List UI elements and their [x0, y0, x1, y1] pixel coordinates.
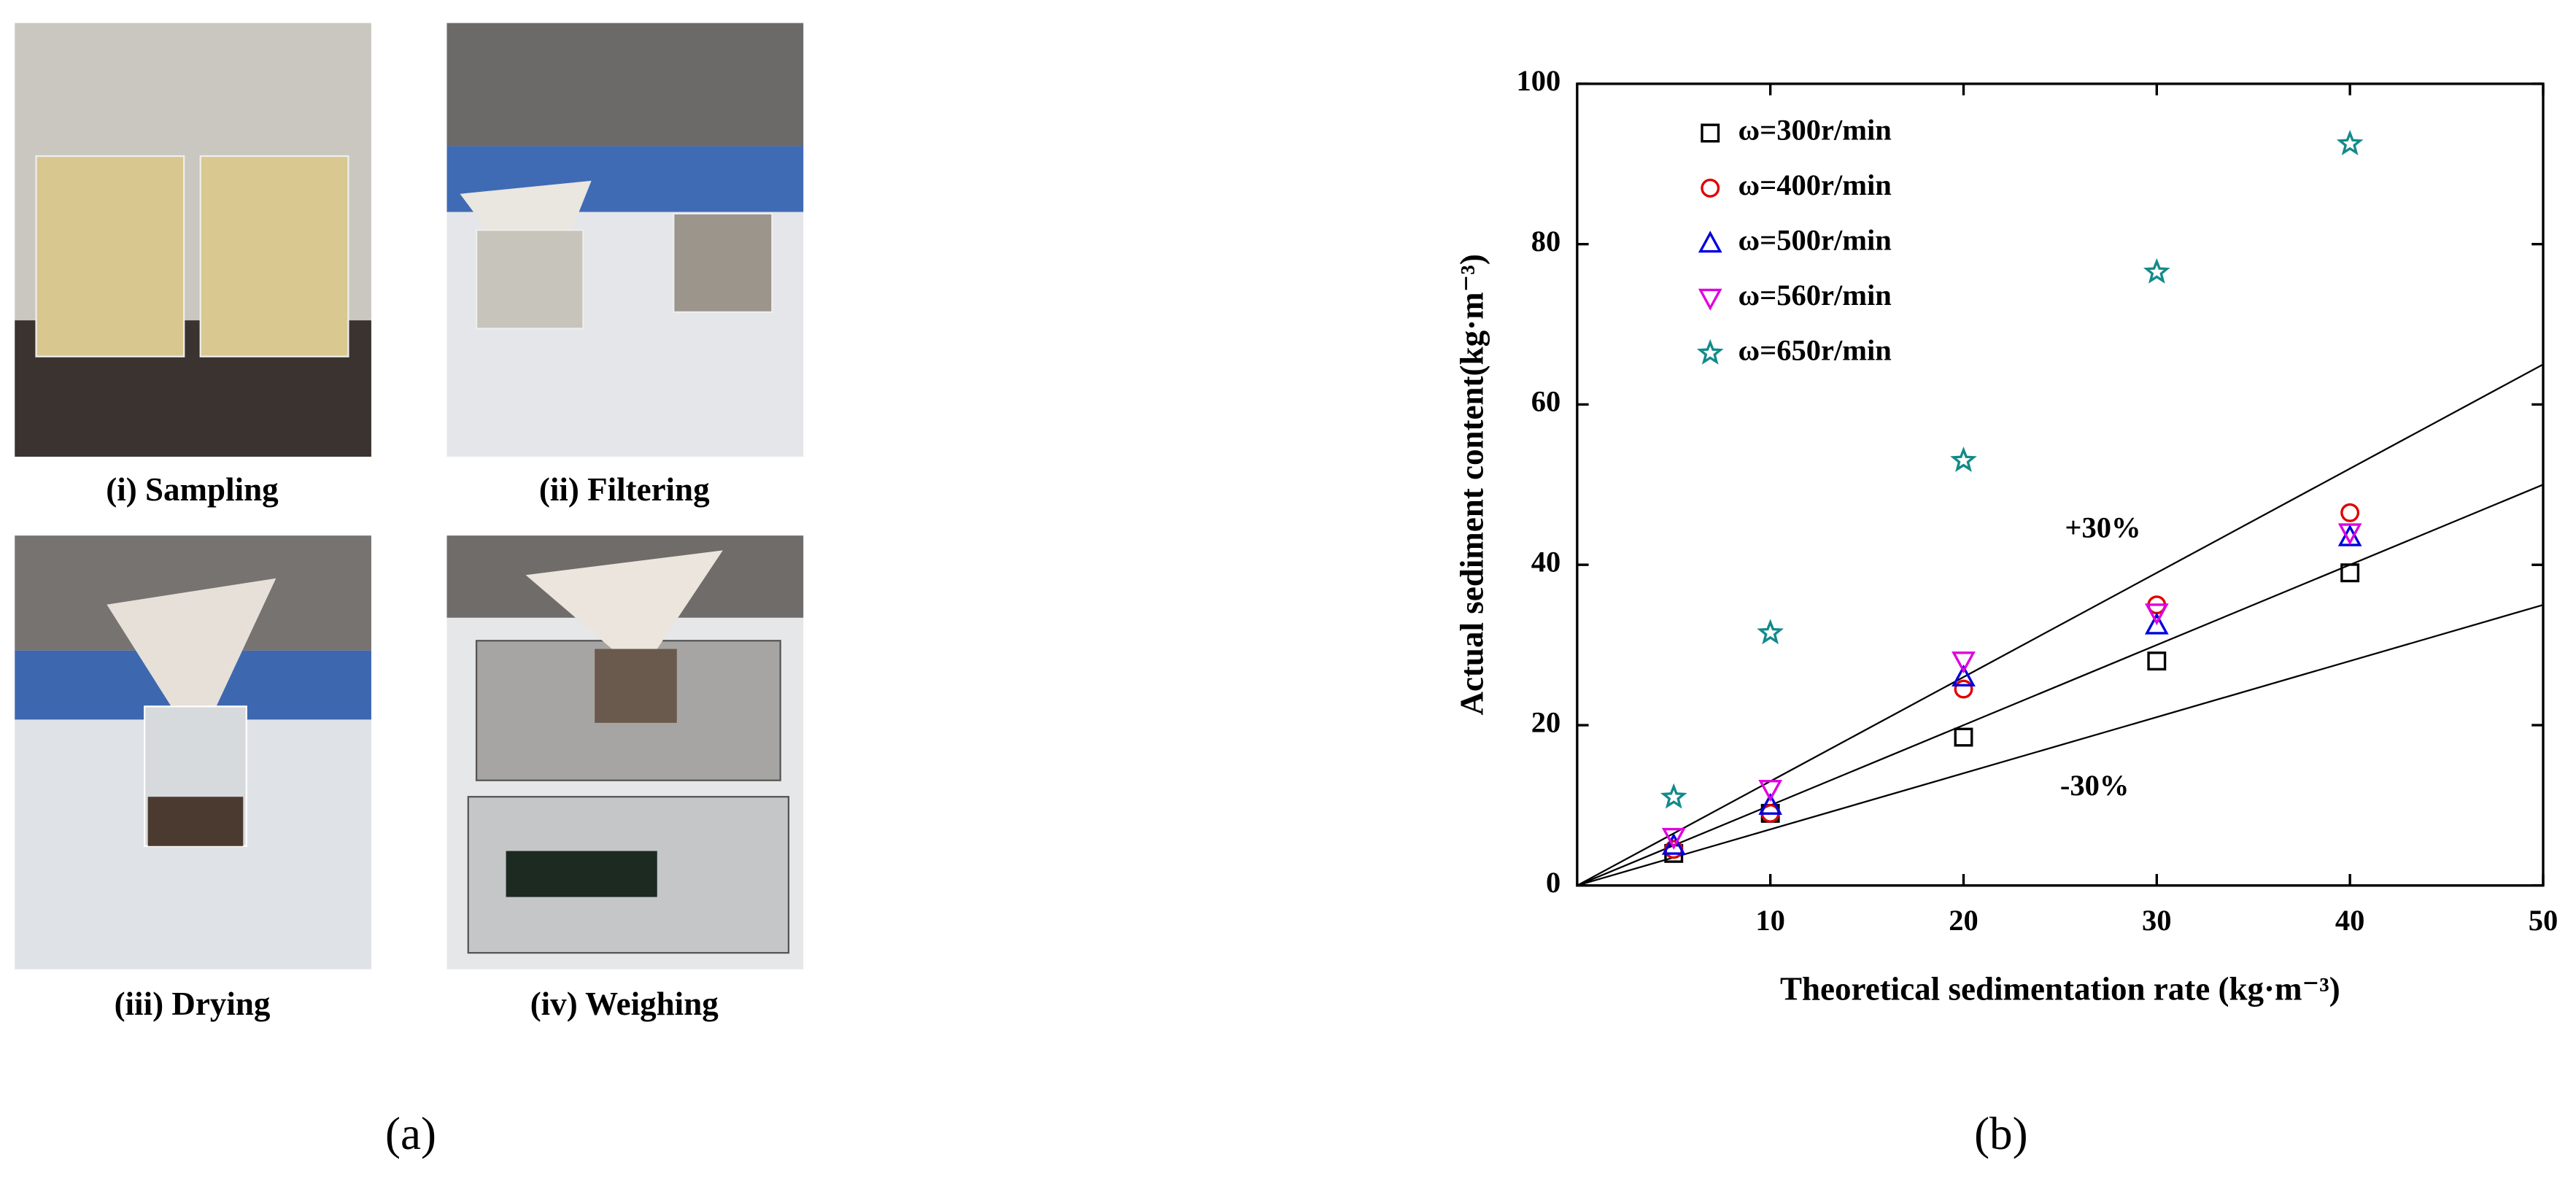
- reference-label: +30%: [2065, 511, 2140, 544]
- x-axis-title: Theoretical sedimentation rate (kg·m⁻³): [1780, 971, 2340, 1007]
- marker-star: [2336, 130, 2364, 155]
- photo-panel: (i) Sampling (ii) Filtering (iii) Drying…: [15, 23, 804, 1159]
- legend-label: ω=650r/min: [1738, 333, 1892, 366]
- instrument: [446, 23, 804, 147]
- reference-line: [1577, 363, 2544, 886]
- marker-star: [1757, 619, 1784, 645]
- x-tick-label: 30: [2142, 904, 2172, 937]
- marker-triangle: [1661, 832, 1686, 855]
- x-tick-label: 50: [2529, 904, 2558, 937]
- reference-line: [1577, 484, 2544, 886]
- photo-filtering: [446, 23, 804, 457]
- beaker: [35, 155, 185, 357]
- chart: 10 20 30 40 50 0 20 40 60 80 100 Theoretical sedime…: [1454, 64, 2558, 1007]
- marker-triangle: [2144, 612, 2169, 635]
- beaker: [595, 649, 677, 723]
- x-tick-label: 20: [1949, 904, 1979, 937]
- marker-triangle: [1698, 231, 1722, 253]
- marker-square: [1701, 123, 1720, 143]
- marker-star: [1696, 338, 1724, 365]
- marker-square: [1954, 727, 1973, 747]
- y-tick-label: 0: [1546, 866, 1560, 899]
- photo-drying: [15, 535, 371, 970]
- marker-triangle-down: [1698, 288, 1722, 311]
- y-tick-label: 60: [1531, 385, 1561, 418]
- legend-label: ω=500r/min: [1738, 224, 1892, 257]
- marker-triangle: [1952, 665, 1976, 687]
- photo-caption: (i) Sampling: [106, 471, 279, 508]
- marker-triangle-down: [1758, 779, 1783, 802]
- y-tick-label: 40: [1531, 546, 1561, 579]
- sediment: [147, 797, 244, 846]
- scale-display: [506, 851, 657, 897]
- marker-triangle-down: [2337, 523, 2362, 546]
- legend-label: ω=300r/min: [1738, 114, 1892, 147]
- legend-label: ω=400r/min: [1738, 169, 1892, 201]
- beaker: [199, 155, 349, 357]
- x-tick-label: 40: [2335, 904, 2365, 937]
- marker-triangle-down: [1952, 651, 1976, 674]
- marker-square: [2340, 563, 2360, 583]
- marker-circle: [2340, 503, 2360, 522]
- photo-caption: (iv) Weighing: [530, 986, 719, 1022]
- photo-sampling: [15, 23, 371, 457]
- photo-caption: (iii) Drying: [115, 986, 271, 1022]
- marker-star: [2143, 258, 2170, 284]
- beaker: [673, 212, 773, 314]
- y-axis-title: Actual sediment content(kg·m⁻³): [1454, 254, 1490, 715]
- marker-triangle-down: [1661, 827, 1686, 850]
- panel-label: (a): [385, 1108, 436, 1159]
- beaker: [475, 229, 584, 330]
- photo-weighing: [446, 535, 804, 970]
- filter-paper: [107, 578, 276, 748]
- reference-line: [1577, 604, 2544, 886]
- photo-caption: (ii) Filtering: [539, 471, 710, 508]
- marker-circle: [1701, 178, 1720, 198]
- x-tick-label: 10: [1755, 904, 1785, 937]
- marker-triangle-down: [2144, 603, 2169, 626]
- marker-circle: [1954, 679, 1973, 699]
- reference-label: -30%: [2060, 769, 2130, 802]
- filter-paper: [525, 550, 723, 674]
- panel-label: (b): [1974, 1108, 2028, 1159]
- y-tick-label: 100: [1517, 64, 1561, 97]
- legend-label: ω=560r/min: [1738, 279, 1892, 312]
- y-tick-label: 20: [1531, 705, 1561, 738]
- marker-star: [1950, 446, 1977, 472]
- plot-frame: [1576, 82, 2545, 887]
- y-tick-label: 80: [1531, 225, 1561, 258]
- marker-square: [2147, 651, 2167, 671]
- marker-star: [1660, 783, 1687, 809]
- marker-triangle: [1758, 792, 1783, 815]
